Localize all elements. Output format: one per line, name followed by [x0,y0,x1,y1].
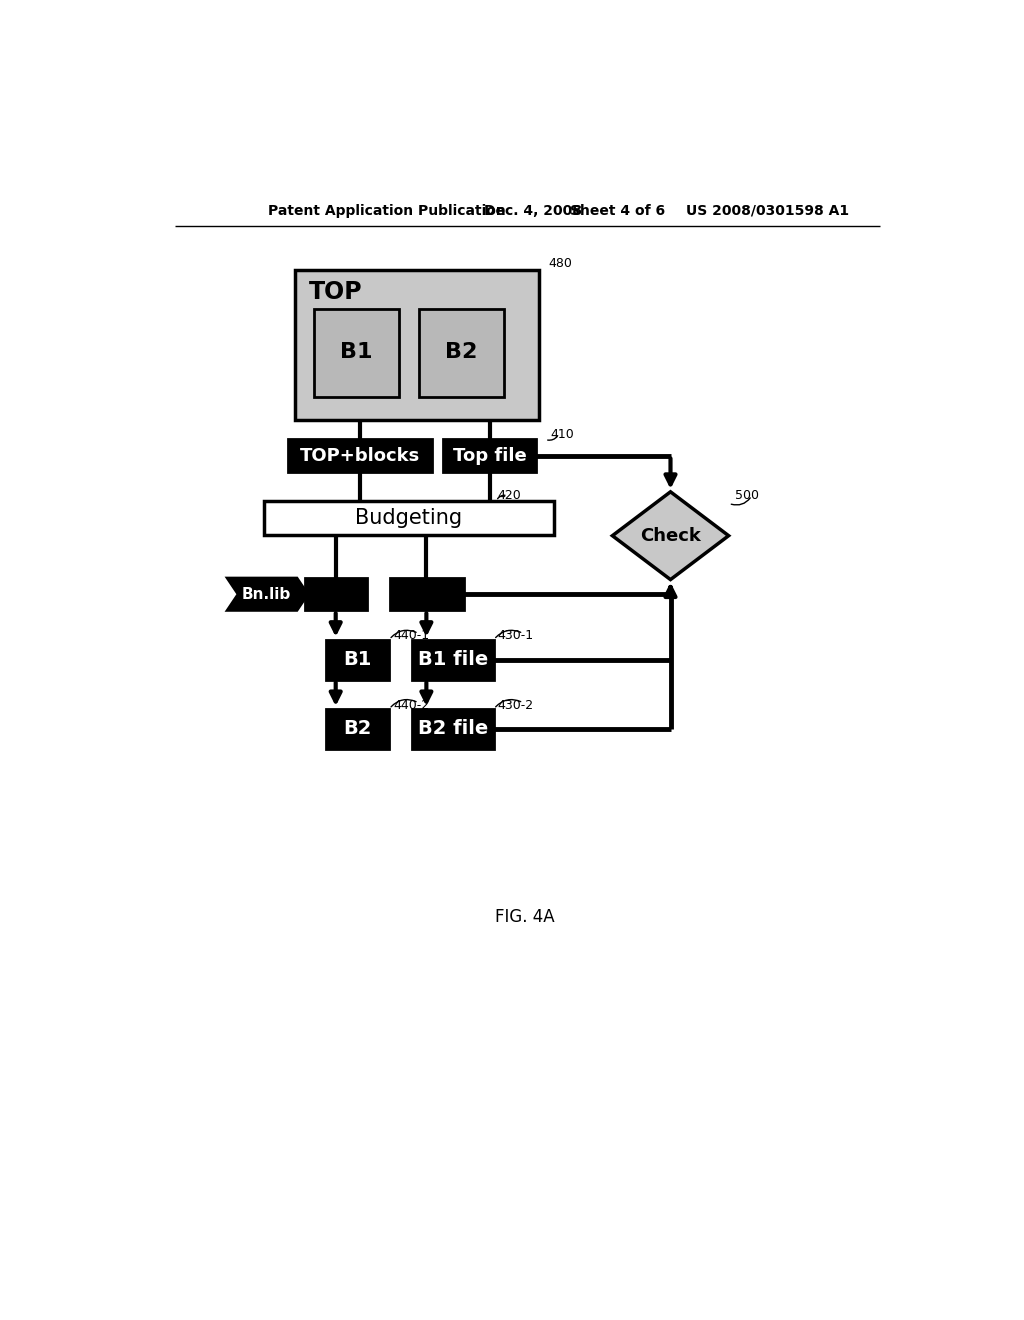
Text: 440-2: 440-2 [393,698,429,711]
Text: FIG. 4A: FIG. 4A [495,908,555,925]
Text: Dec. 4, 2008: Dec. 4, 2008 [484,203,583,218]
Text: 430-2: 430-2 [498,698,534,711]
Text: Bn.lib: Bn.lib [242,586,291,602]
Text: Budgeting: Budgeting [355,508,462,528]
Bar [326,640,389,680]
Text: B2: B2 [445,342,477,363]
Text: B2: B2 [343,719,372,738]
Polygon shape [227,578,308,610]
Text: Check: Check [640,527,701,545]
Text: Patent Application Publication: Patent Application Publication [267,203,505,218]
Text: US 2008/0301598 A1: US 2008/0301598 A1 [686,203,849,218]
Text: Top file: Top file [453,446,526,465]
Text: 430-1: 430-1 [498,630,534,643]
Text: B2 file: B2 file [418,719,487,738]
Text: B1: B1 [343,651,372,669]
Polygon shape [612,492,729,579]
Bar [390,578,464,610]
Text: 420: 420 [498,490,521,502]
Bar [413,640,494,680]
Bar [326,709,389,748]
Bar [413,709,494,748]
Text: 440-1: 440-1 [393,630,429,643]
Text: TOP: TOP [308,280,362,304]
Bar [295,271,539,420]
Text: B1: B1 [340,342,373,363]
Bar [419,309,504,397]
Bar [305,578,367,610]
Bar [289,440,432,471]
Text: B1 file: B1 file [418,651,487,669]
Text: TOP+blocks: TOP+blocks [300,446,420,465]
Text: 480: 480 [549,256,572,269]
Text: Sheet 4 of 6: Sheet 4 of 6 [569,203,665,218]
Text: 410: 410 [550,428,574,441]
Bar [263,502,554,535]
Bar [314,309,399,397]
Bar [443,440,537,471]
Text: 500: 500 [735,490,759,502]
